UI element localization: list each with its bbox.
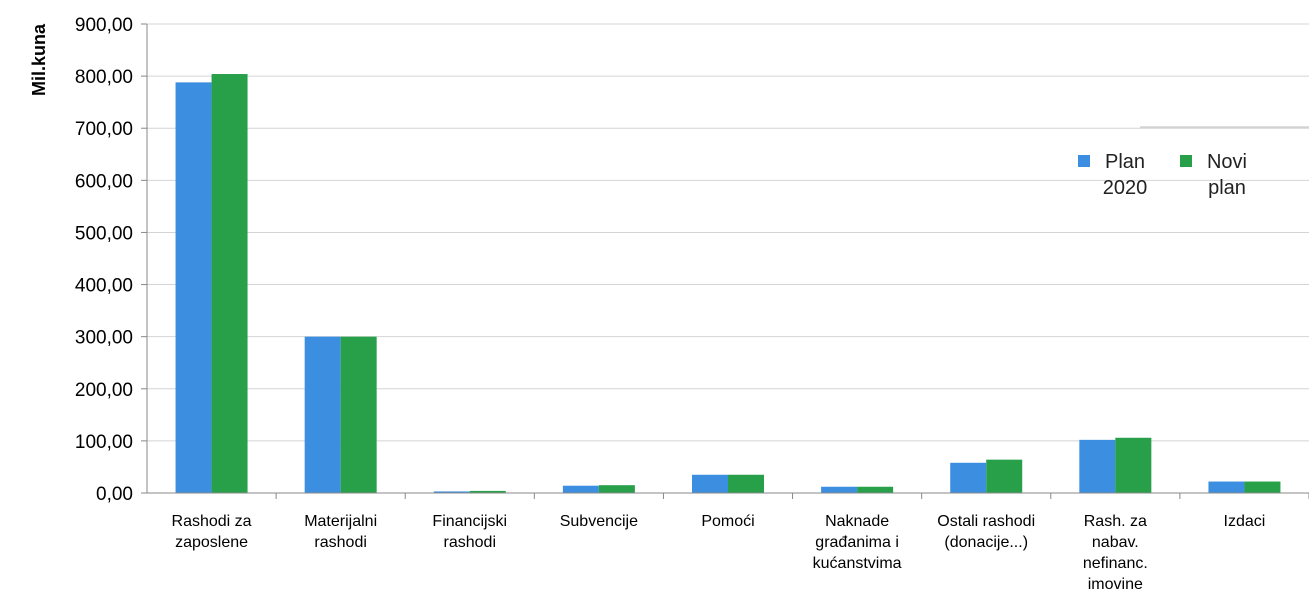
bar-novi-plan (340, 336, 377, 493)
y-axis-ticks: 0,00 100,00 200,00 300,00 400,00 500,00 600,00… (75, 15, 147, 505)
bar-plan-2020 (433, 491, 470, 493)
category-label: Pomoći (701, 513, 754, 530)
bar-novi-plan (857, 486, 894, 493)
category-label: Ostali rashodi (donacije...) (937, 513, 1035, 551)
y-tick-label: 600,00 (75, 171, 133, 192)
bar-plan-2020 (1208, 481, 1245, 493)
y-axis-label: Mil.kuna (29, 23, 49, 96)
bar-plan-2020 (1079, 439, 1116, 493)
category-label: Financijski rashodi (432, 513, 507, 551)
category-label: Izdaci (1224, 513, 1266, 530)
y-tick-label: 700,00 (75, 119, 133, 140)
y-tick-label: 500,00 (75, 223, 133, 244)
y-tick-label: 200,00 (75, 380, 133, 401)
legend-swatch (1180, 155, 1192, 167)
bar-plan-2020 (692, 474, 728, 493)
category-label: Materijalni rashodi (304, 513, 377, 551)
bar-novi-plan (728, 474, 764, 493)
bar-novi-plan (598, 485, 635, 493)
bar-plan-2020 (175, 82, 212, 493)
category-label: Subvencije (560, 513, 638, 530)
y-tick-label: 400,00 (75, 276, 133, 297)
bars (175, 74, 1281, 493)
bar-novi-plan (1115, 437, 1152, 493)
bar-plan-2020 (950, 462, 987, 493)
bar-novi-plan (1244, 481, 1281, 493)
category-label: Naknade građanima i kućanstvima (813, 513, 902, 572)
bar-novi-plan (211, 74, 248, 493)
category-label: Rashodi za zaposlene (172, 513, 252, 551)
legend: Plan 2020 Novi plan (1078, 126, 1309, 199)
bar-plan-2020 (821, 486, 858, 493)
y-tick-label: 300,00 (75, 328, 133, 349)
axes (146, 24, 1309, 499)
y-tick-label: 900,00 (75, 15, 133, 36)
legend-label: Plan 2020 (1103, 151, 1148, 199)
x-axis-categories: Rashodi za zaposlene Materijalni rashodi Fin… (172, 513, 1266, 593)
legend-label: Novi plan (1207, 151, 1247, 199)
bar-novi-plan (986, 459, 1023, 493)
y-tick-label: 800,00 (75, 67, 133, 88)
bar-plan-2020 (562, 485, 599, 493)
y-tick-label: 0,00 (96, 484, 133, 505)
legend-swatch (1078, 155, 1090, 167)
bar-plan-2020 (304, 336, 341, 493)
category-label: Rash. za nabav. nefinanc. imovine (1083, 513, 1148, 593)
bar-novi-plan (469, 490, 506, 493)
y-tick-label: 100,00 (75, 432, 133, 453)
